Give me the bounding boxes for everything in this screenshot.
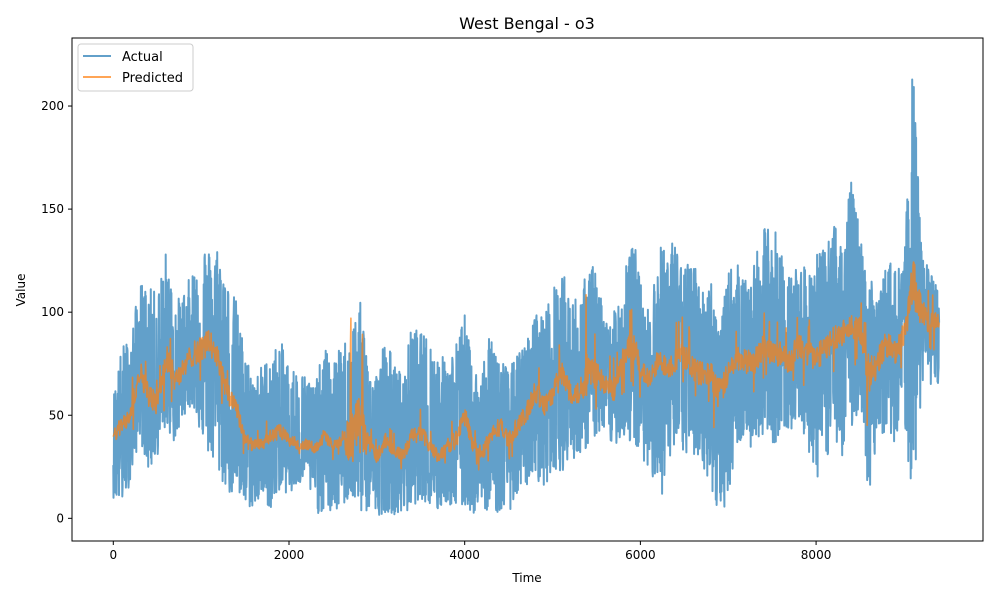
y-tick-label: 200 [41, 99, 64, 113]
legend-label-actual: Actual [122, 50, 163, 65]
x-tick-label: 2000 [274, 548, 305, 562]
y-tick-label: 50 [49, 408, 64, 422]
x-tick-label: 6000 [625, 548, 656, 562]
legend: Actual Predicted [77, 43, 194, 92]
x-tick-label: 4000 [449, 548, 480, 562]
plot-area [112, 78, 941, 516]
series-line-predicted [112, 261, 940, 471]
x-axis-label: Time [511, 571, 541, 585]
y-tick-label: 100 [41, 305, 64, 319]
x-tick-label: 8000 [801, 548, 832, 562]
x-tick-label: 0 [109, 548, 117, 562]
y-tick-label: 0 [56, 511, 64, 525]
axis-ticks: 0 2000 4000 6000 8000 0 50 100 150 200 [41, 99, 831, 562]
legend-label-predicted: Predicted [122, 71, 183, 86]
y-tick-label: 150 [41, 202, 64, 216]
plot-frame [71, 37, 984, 542]
y-axis-label: Value [14, 274, 28, 307]
chart-title: West Bengal - o3 [459, 14, 595, 33]
